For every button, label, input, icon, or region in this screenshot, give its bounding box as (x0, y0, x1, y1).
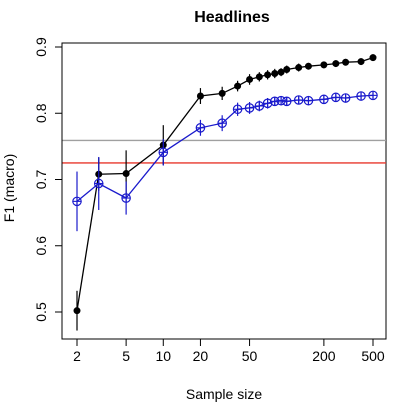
series-group (72, 54, 378, 331)
x-tick-label-5: 5 (122, 348, 130, 364)
series-1 (73, 54, 377, 331)
series-2-point-9 (254, 101, 265, 111)
series-2-point-2 (93, 178, 104, 189)
series-2-point-5 (195, 123, 206, 133)
series-2-point-18 (340, 93, 351, 103)
y-tick-label-0.8: 0.8 (33, 103, 49, 123)
series-1-point-18 (342, 58, 350, 66)
series-1-point-1 (73, 307, 81, 315)
series-2-point-7 (232, 104, 243, 115)
series-1-point-6 (218, 89, 226, 97)
y-tick-label-0.9: 0.9 (33, 37, 49, 57)
x-axis-label: Sample size (186, 386, 262, 402)
plot-frame (61, 42, 387, 340)
y-tick-label-0.5: 0.5 (33, 302, 49, 322)
x-tick-label-10: 10 (155, 348, 171, 364)
series-1-point-5 (196, 92, 204, 100)
chart-title: Headlines (194, 9, 270, 26)
series-2-point-12 (276, 95, 286, 106)
series-1-point-20 (369, 54, 377, 62)
series-2-point-6 (217, 118, 227, 128)
series-2-point-14 (293, 95, 304, 105)
series-2-point-8 (244, 103, 255, 113)
series-2-point-3 (121, 193, 131, 203)
series-1-point-3 (122, 170, 130, 178)
series-2-point-19 (356, 91, 366, 101)
series-1-line (76, 56, 374, 311)
series-1-point-19 (357, 58, 365, 66)
reference-lines (62, 139, 386, 164)
x-tick-label-2: 2 (73, 348, 81, 364)
series-1-point-8 (246, 75, 254, 83)
x-tick-label-500: 500 (361, 348, 385, 364)
series-1-point-14 (295, 64, 303, 72)
series-2-point-4 (158, 147, 169, 158)
y-tick-label-0.6: 0.6 (33, 236, 49, 256)
axes: 2 5 10 20 50 200 500 0.5 0.6 0.7 0.8 0.9 (33, 37, 385, 364)
series-2-point-20 (368, 90, 378, 101)
y-axis-label: F1 (macro) (1, 154, 17, 222)
series-2-point-1 (72, 196, 82, 207)
series-1-point-7 (234, 82, 242, 90)
series-1-point-11 (271, 70, 279, 77)
series-2-point-11 (269, 96, 280, 107)
series-2-point-17 (331, 92, 341, 103)
x-tick-label-200: 200 (312, 348, 336, 364)
series-1-point-15 (304, 62, 312, 70)
series-1-point-12 (277, 68, 285, 76)
series-1-point-17 (332, 60, 340, 68)
series-1-point-13 (283, 66, 291, 74)
series-2-line (76, 94, 374, 202)
series-2-point-13 (281, 96, 292, 107)
series-1-point-9 (255, 73, 263, 81)
series-2-point-15 (303, 95, 314, 106)
x-tick-label-50: 50 (242, 348, 258, 364)
x-tick-label-20: 20 (193, 348, 209, 364)
series-2 (72, 90, 378, 232)
y-tick-label-0.7: 0.7 (33, 170, 49, 190)
series-2-point-16 (319, 94, 329, 105)
series-1-point-10 (264, 71, 272, 79)
series-1-point-16 (320, 61, 328, 69)
